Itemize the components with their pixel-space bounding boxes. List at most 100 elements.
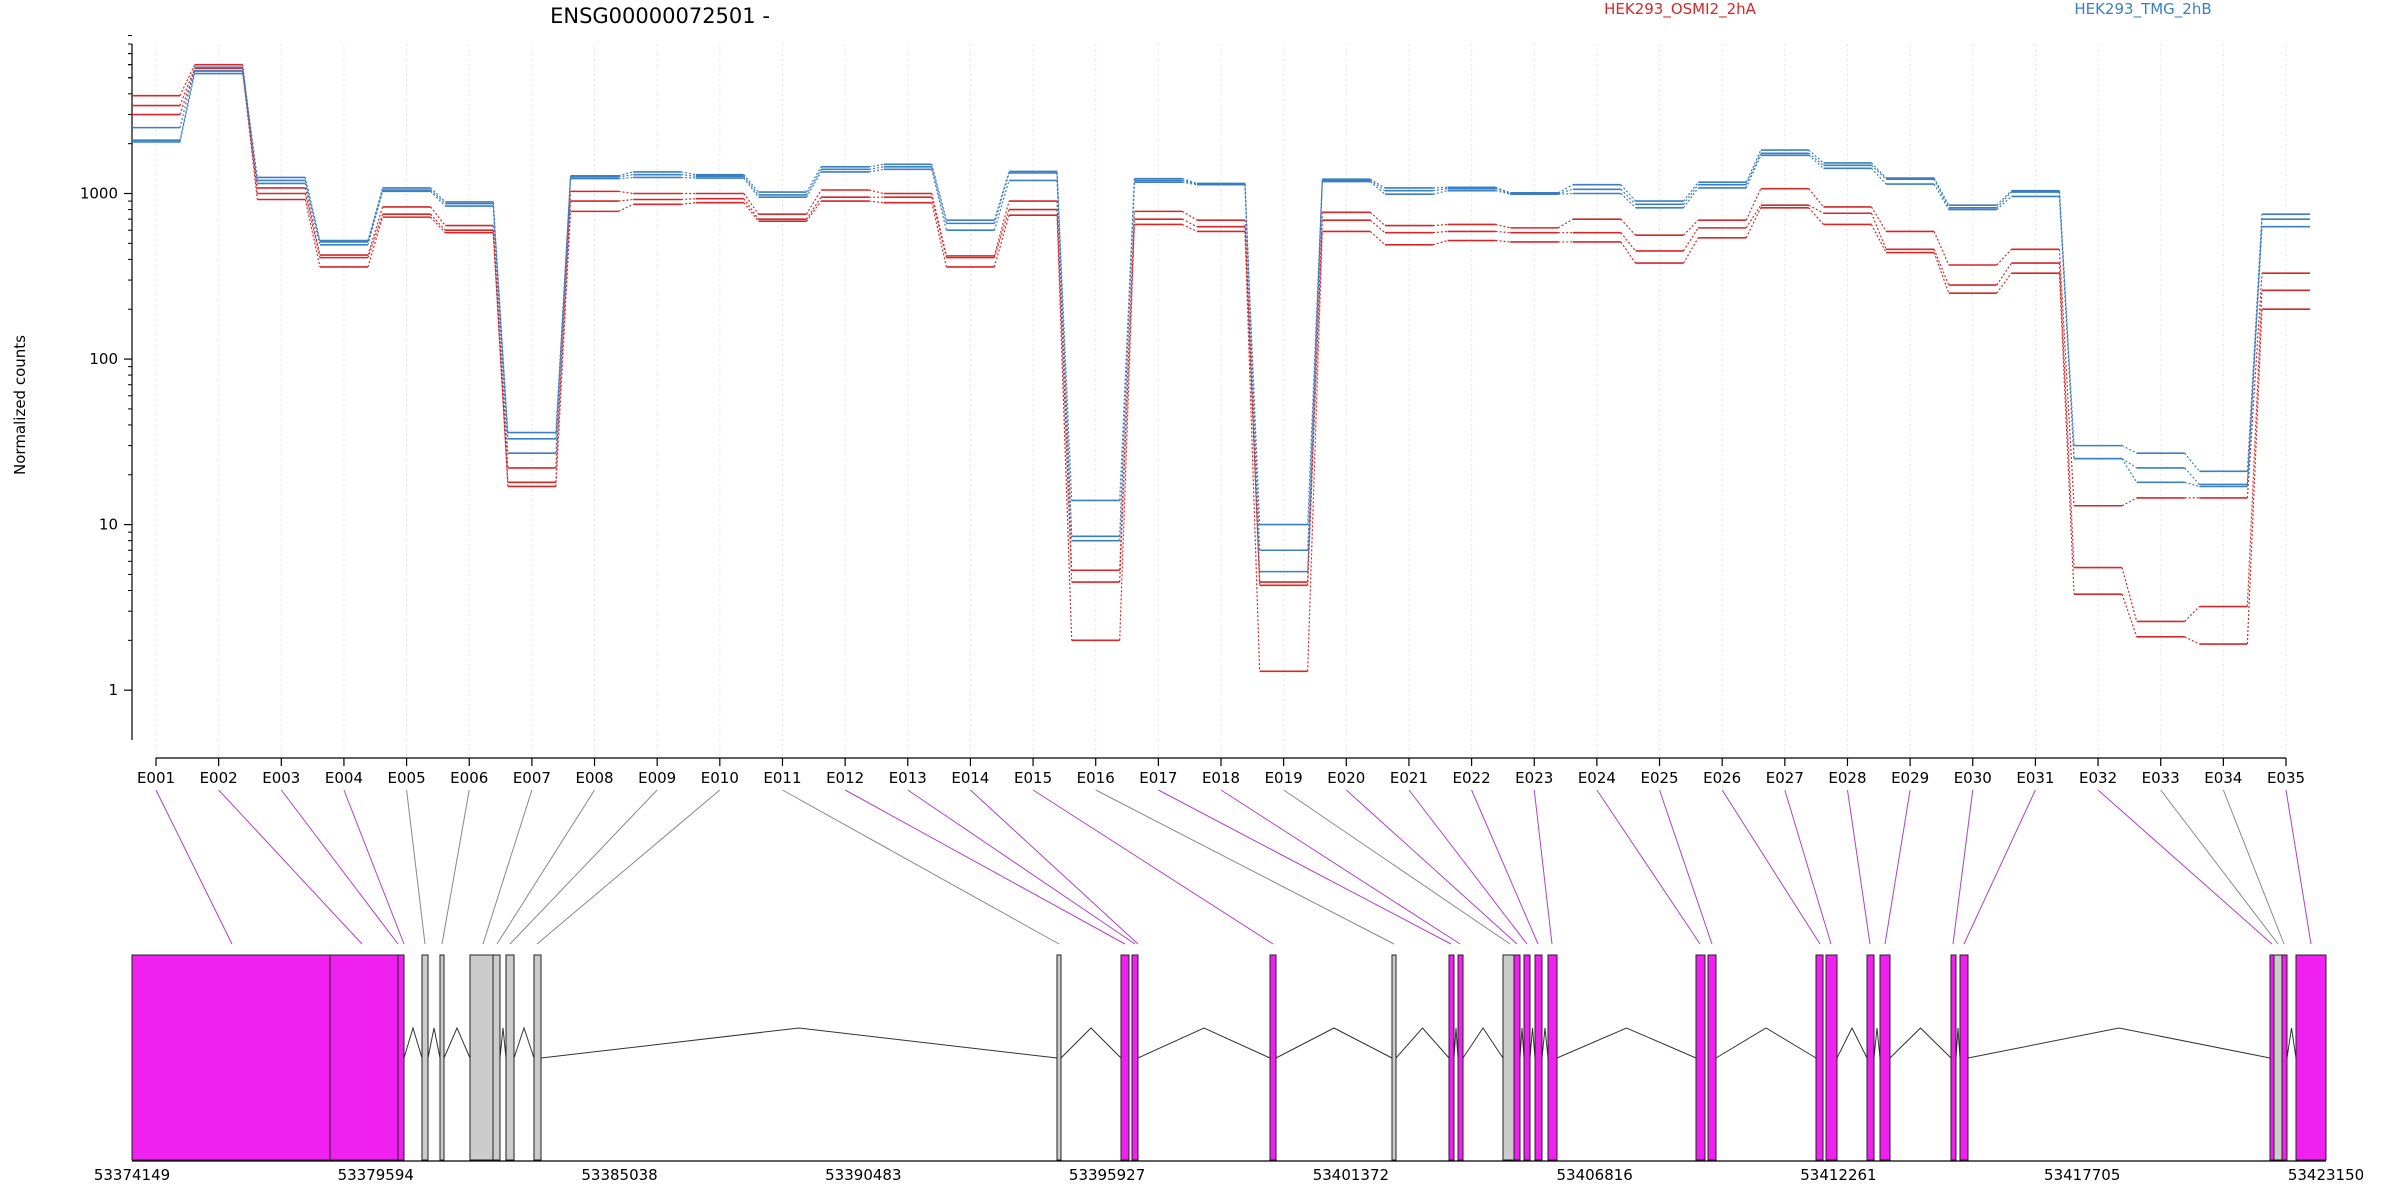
series-connector (869, 163, 884, 168)
exon-block (1695, 954, 1706, 1161)
x-tick-label: E024 (1578, 769, 1616, 787)
series-connector (1933, 249, 1950, 286)
series-connector (993, 214, 1010, 268)
series-connector (618, 171, 634, 177)
series-connector (1996, 262, 2012, 286)
x-tick-label: E015 (1014, 769, 1052, 787)
series-connector (1996, 248, 2012, 266)
exon-connector (2222, 789, 2285, 945)
series-connector (1683, 184, 1699, 205)
coord-tick-label: 53401372 (1313, 1166, 1389, 1184)
x-tick-label: E008 (575, 769, 613, 787)
intron-line (1967, 1027, 2271, 1059)
x-tick-label: E035 (2267, 769, 2305, 787)
series-connector (1495, 230, 1511, 234)
y-axis-label: Normalized counts (11, 335, 29, 475)
series-connector (1996, 272, 2012, 294)
exon-block (533, 954, 542, 1161)
series-connector (618, 176, 634, 180)
series-connector (1369, 231, 1386, 246)
coord-tick-label: 53423150 (2288, 1166, 2364, 1184)
series-connector (1182, 218, 1198, 228)
exon-block (1547, 954, 1558, 1161)
series-connector (618, 174, 634, 178)
series-connector (367, 187, 384, 241)
x-tick-label: E033 (2142, 769, 2180, 787)
coord-tick-label: 53390483 (825, 1166, 901, 1184)
intron-line (1873, 1027, 1881, 1059)
exon-block (1825, 954, 1838, 1161)
exon-block (1513, 954, 1521, 1161)
series-connector (1307, 231, 1323, 672)
series-connector (1432, 186, 1448, 189)
series-connector (1871, 164, 1887, 180)
series-connector (1683, 227, 1699, 252)
series-connector (1557, 218, 1574, 229)
series-connector (430, 206, 446, 226)
series-connector (1119, 224, 1135, 641)
series-HEK293_TMG_2hB (132, 72, 2310, 573)
x-tick-label: E005 (388, 769, 426, 787)
intron-line (1137, 1027, 1271, 1059)
exon-block (329, 954, 399, 1161)
series-connector (1056, 215, 1073, 641)
exon-block (1131, 954, 1139, 1161)
series-connector (993, 209, 1010, 258)
series-connector (1870, 224, 1887, 253)
series-connector (869, 168, 884, 173)
x-tick-label: E009 (638, 769, 676, 787)
series-connector (1369, 219, 1386, 234)
series-connector (1432, 230, 1448, 234)
intron-line (1462, 1027, 1504, 1059)
intron-line (1060, 1027, 1122, 1059)
series-connector (1620, 241, 1637, 264)
series-connector (1620, 218, 1636, 236)
series-connector (1745, 207, 1762, 239)
series-connector (805, 166, 822, 193)
intron-line (1556, 1027, 1697, 1059)
exon-connector (2285, 789, 2312, 945)
coord-tick-label: 53412261 (1800, 1166, 1876, 1184)
series-connector (1369, 178, 1386, 189)
series-connector (1996, 195, 2012, 210)
series-connector (1808, 152, 1824, 166)
exon-connector (844, 789, 1126, 945)
series-connector (1933, 252, 1950, 294)
y-axis: 1 10 100 1000 (80, 35, 133, 740)
series-connector (2246, 273, 2263, 498)
series-connector (1558, 188, 1574, 195)
series-connector (2058, 249, 2075, 506)
exon-connector (1220, 789, 1461, 945)
x-tick-label: E023 (1515, 769, 1553, 787)
intron-line (1889, 1027, 1952, 1059)
x-tick-label: E034 (2204, 769, 2242, 787)
series-connector (993, 172, 1010, 224)
series-connector (2121, 567, 2138, 622)
exon-connector (1952, 789, 1974, 945)
series-connector (931, 169, 947, 231)
gene-model-track (131, 954, 2327, 1161)
series-connector (1182, 181, 1198, 186)
series-connector (1808, 188, 1824, 208)
genomic-coordinate-axis: 53374149 53379594 53385038 53390483 53395927… (94, 1160, 2364, 1184)
exon-block (1879, 954, 1891, 1161)
exon-connector (1283, 789, 1511, 945)
series-connector (1745, 153, 1762, 185)
exon-connector (343, 789, 405, 945)
series-connector (304, 180, 321, 243)
series-connector (367, 216, 384, 268)
series-connector (1808, 149, 1824, 164)
series-connector (1620, 232, 1636, 252)
intron-line (1836, 1026, 1868, 1059)
series-connector (743, 198, 759, 220)
exon-block (397, 954, 405, 1161)
exon-connector (1533, 789, 1553, 945)
x-tick-label: E028 (1828, 769, 1866, 787)
x-tick-label: E013 (889, 769, 927, 787)
series-connector (430, 187, 446, 203)
exon-connector (509, 789, 658, 945)
x-tick-label: E019 (1265, 769, 1303, 787)
series-connector (2184, 606, 2200, 622)
series-HEK293_OSMI2_2hA (132, 70, 2310, 673)
series-connector (868, 189, 884, 195)
